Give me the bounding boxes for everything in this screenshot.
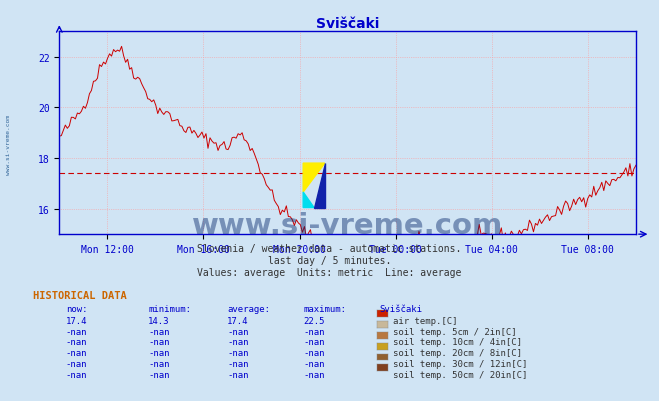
Text: air temp.[C]: air temp.[C]: [393, 316, 457, 325]
Text: -nan: -nan: [303, 338, 325, 346]
Text: -nan: -nan: [148, 359, 170, 368]
Text: -nan: -nan: [303, 359, 325, 368]
Text: Values: average  Units: metric  Line: average: Values: average Units: metric Line: aver…: [197, 267, 462, 277]
Text: -nan: -nan: [303, 348, 325, 357]
Polygon shape: [303, 192, 314, 208]
Text: -nan: -nan: [303, 327, 325, 336]
Text: -nan: -nan: [66, 327, 88, 336]
Text: -nan: -nan: [66, 370, 88, 379]
Polygon shape: [314, 164, 325, 208]
Title: Sviščaki: Sviščaki: [316, 17, 380, 31]
Text: -nan: -nan: [66, 338, 88, 346]
Text: soil temp. 20cm / 8in[C]: soil temp. 20cm / 8in[C]: [393, 348, 522, 357]
Text: 22.5: 22.5: [303, 316, 325, 325]
Polygon shape: [303, 164, 325, 192]
Text: -nan: -nan: [227, 327, 249, 336]
Text: soil temp. 30cm / 12in[C]: soil temp. 30cm / 12in[C]: [393, 359, 527, 368]
Text: maximum:: maximum:: [303, 304, 346, 313]
Text: 17.4: 17.4: [66, 316, 88, 325]
Text: average:: average:: [227, 304, 270, 313]
Text: Sviščaki: Sviščaki: [379, 304, 422, 313]
Text: soil temp. 50cm / 20in[C]: soil temp. 50cm / 20in[C]: [393, 370, 527, 379]
Text: -nan: -nan: [227, 359, 249, 368]
Text: www.si-vreme.com: www.si-vreme.com: [192, 212, 503, 240]
Text: -nan: -nan: [148, 348, 170, 357]
Text: -nan: -nan: [148, 370, 170, 379]
Text: -nan: -nan: [66, 348, 88, 357]
Text: 14.3: 14.3: [148, 316, 170, 325]
Text: last day / 5 minutes.: last day / 5 minutes.: [268, 255, 391, 265]
Text: -nan: -nan: [148, 327, 170, 336]
Text: minimum:: minimum:: [148, 304, 191, 313]
Text: -nan: -nan: [148, 338, 170, 346]
Text: 17.4: 17.4: [227, 316, 249, 325]
Text: HISTORICAL DATA: HISTORICAL DATA: [33, 291, 127, 301]
Text: -nan: -nan: [303, 370, 325, 379]
Text: -nan: -nan: [227, 348, 249, 357]
Text: now:: now:: [66, 304, 88, 313]
Text: www.si-vreme.com: www.si-vreme.com: [6, 114, 11, 174]
Text: -nan: -nan: [66, 359, 88, 368]
Text: -nan: -nan: [227, 370, 249, 379]
Text: soil temp. 10cm / 4in[C]: soil temp. 10cm / 4in[C]: [393, 338, 522, 346]
Text: -nan: -nan: [227, 338, 249, 346]
Text: Slovenia / weather data - automatic stations.: Slovenia / weather data - automatic stat…: [197, 244, 462, 254]
Text: soil temp. 5cm / 2in[C]: soil temp. 5cm / 2in[C]: [393, 327, 517, 336]
